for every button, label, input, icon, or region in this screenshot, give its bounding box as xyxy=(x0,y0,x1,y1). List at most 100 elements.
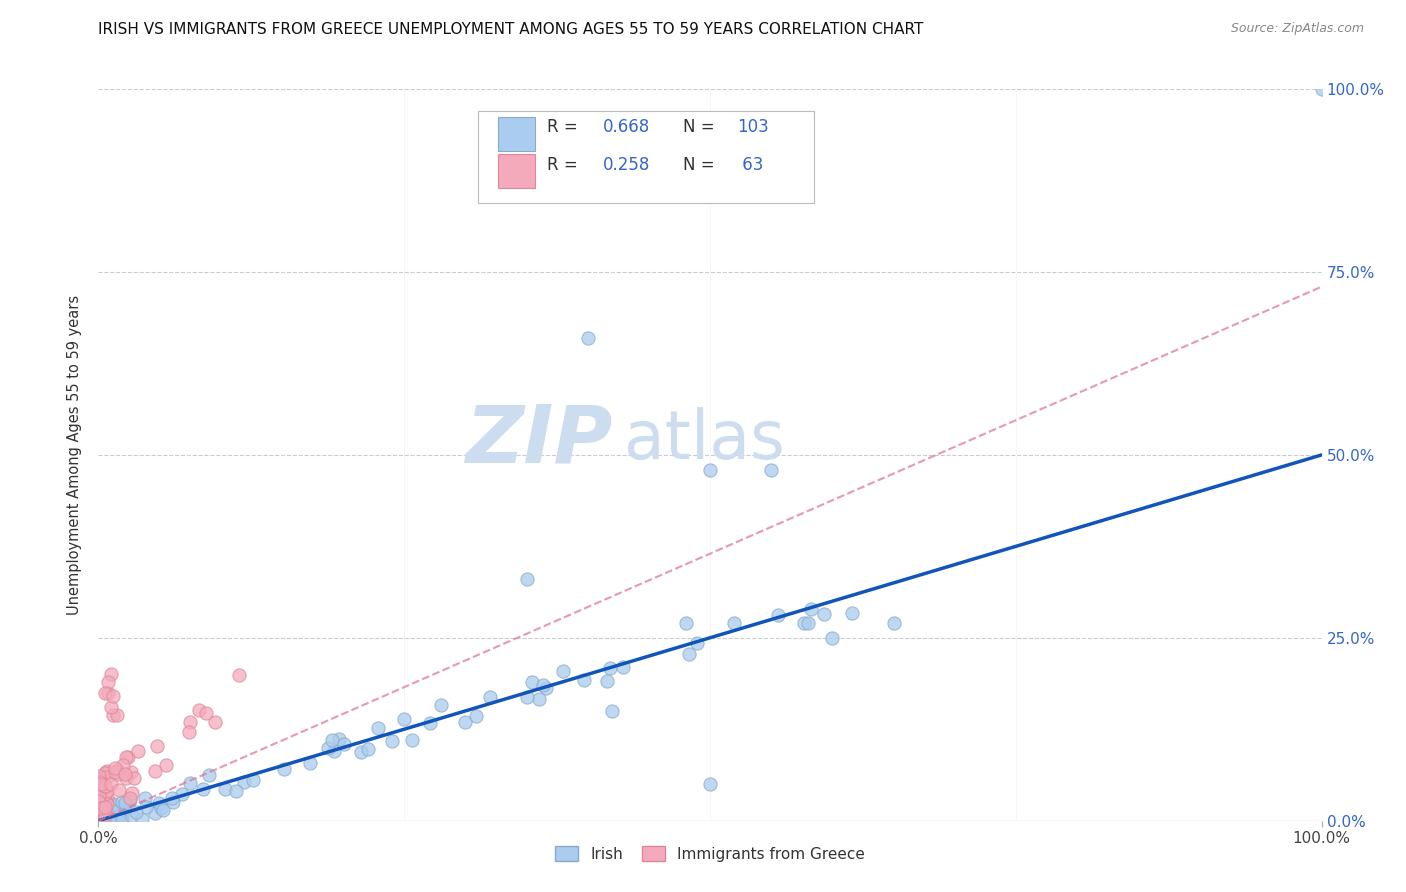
Text: N =: N = xyxy=(683,119,720,136)
Point xyxy=(101,797,124,811)
Point xyxy=(93,769,115,783)
Point xyxy=(94,812,117,826)
Point xyxy=(103,797,125,811)
Point xyxy=(97,686,120,700)
Point xyxy=(89,772,111,787)
Point xyxy=(214,781,236,796)
Point xyxy=(534,681,557,695)
Point xyxy=(179,724,201,739)
Point xyxy=(135,800,157,814)
Point xyxy=(100,667,122,681)
Point xyxy=(91,814,114,828)
FancyBboxPatch shape xyxy=(498,154,536,188)
Point xyxy=(96,791,118,805)
Point xyxy=(91,801,114,815)
Point xyxy=(131,812,153,826)
Point xyxy=(91,814,114,828)
Text: atlas: atlas xyxy=(624,408,786,474)
Point xyxy=(204,715,226,730)
Point xyxy=(90,803,112,817)
Point xyxy=(793,615,815,630)
Point xyxy=(529,692,551,706)
Point xyxy=(121,809,143,823)
Point xyxy=(111,805,134,819)
Point xyxy=(96,797,118,811)
Point xyxy=(515,690,537,704)
Point xyxy=(100,814,122,828)
Point xyxy=(124,772,146,786)
Point xyxy=(94,799,117,814)
Point xyxy=(100,777,122,791)
Point xyxy=(155,758,177,772)
Point xyxy=(1310,82,1333,96)
Point xyxy=(89,804,111,818)
Point xyxy=(114,749,136,764)
Point xyxy=(90,814,112,828)
Point xyxy=(93,787,115,801)
Point xyxy=(94,795,117,809)
FancyBboxPatch shape xyxy=(478,112,814,202)
Point xyxy=(94,805,117,820)
Point xyxy=(478,690,501,704)
Point xyxy=(179,714,201,729)
Point xyxy=(841,606,863,620)
Point xyxy=(162,795,184,809)
Point xyxy=(93,778,115,792)
Point xyxy=(134,790,156,805)
Point xyxy=(100,805,122,819)
Point xyxy=(145,739,167,753)
Point xyxy=(699,462,721,476)
Point xyxy=(233,775,256,789)
Point xyxy=(94,779,117,793)
Point xyxy=(87,805,110,819)
Point xyxy=(105,707,128,722)
Legend: Irish, Immigrants from Greece: Irish, Immigrants from Greece xyxy=(550,840,870,868)
Point xyxy=(101,707,124,722)
Point xyxy=(115,771,138,785)
Text: N =: N = xyxy=(683,155,720,174)
Point xyxy=(143,805,166,820)
Point xyxy=(101,801,124,815)
Point xyxy=(172,787,194,801)
Point xyxy=(89,784,111,798)
Point xyxy=(120,765,142,780)
Point xyxy=(316,740,339,755)
Text: IRISH VS IMMIGRANTS FROM GREECE UNEMPLOYMENT AMONG AGES 55 TO 59 YEARS CORRELATI: IRISH VS IMMIGRANTS FROM GREECE UNEMPLOY… xyxy=(98,22,924,37)
Point xyxy=(225,784,247,798)
Point xyxy=(242,772,264,787)
Point xyxy=(100,700,122,714)
Point xyxy=(797,616,820,631)
Text: ZIP: ZIP xyxy=(465,401,612,479)
Point xyxy=(127,743,149,757)
Point xyxy=(94,779,117,793)
Point xyxy=(91,812,114,826)
Point xyxy=(96,764,118,778)
Text: 0.668: 0.668 xyxy=(602,119,650,136)
Point xyxy=(531,678,554,692)
Point xyxy=(612,660,634,674)
Y-axis label: Unemployment Among Ages 55 to 59 years: Unemployment Among Ages 55 to 59 years xyxy=(67,295,83,615)
Point xyxy=(87,789,110,804)
Point xyxy=(107,814,129,828)
Point xyxy=(723,616,745,631)
Point xyxy=(90,777,112,791)
Point xyxy=(121,786,143,800)
Point xyxy=(883,616,905,631)
Point xyxy=(103,804,125,818)
Point xyxy=(111,795,134,809)
Point xyxy=(90,814,112,828)
Text: Source: ZipAtlas.com: Source: ZipAtlas.com xyxy=(1230,22,1364,36)
Point xyxy=(299,756,322,770)
Point xyxy=(813,607,835,621)
Point xyxy=(800,601,823,615)
Point xyxy=(328,731,350,746)
Point xyxy=(821,631,844,645)
Point xyxy=(596,673,619,688)
Point xyxy=(94,814,117,828)
Point xyxy=(94,808,117,822)
Point xyxy=(576,331,599,345)
Point xyxy=(187,703,209,717)
Point xyxy=(96,784,118,798)
Point xyxy=(111,809,134,823)
Point xyxy=(454,714,477,729)
